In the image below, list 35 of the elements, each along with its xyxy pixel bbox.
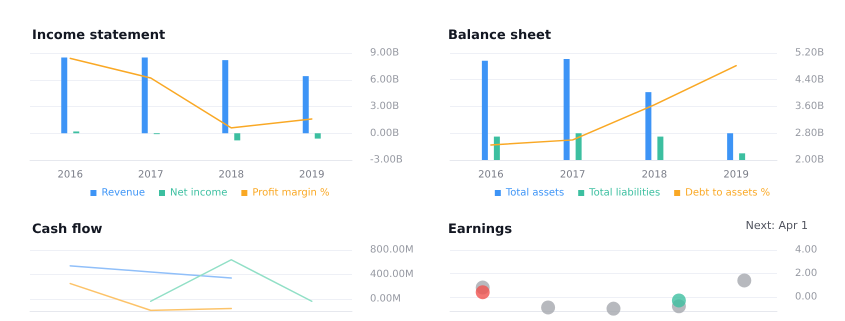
legend-label: Profit margin % (252, 188, 330, 198)
y-tick-label: 2.00B (795, 154, 824, 166)
y-tick-label: 4.40B (795, 74, 824, 86)
y-tick-label: 3.60B (795, 101, 824, 112)
chart-title: Income statement (32, 28, 166, 43)
legend-label: Revenue (101, 188, 145, 198)
y-tick-label: 0.00B (370, 128, 400, 139)
y-tick-label: 2.80B (795, 128, 824, 139)
y-tick-label: 3.00B (370, 101, 400, 112)
chart-title: Balance sheet (448, 28, 552, 43)
legend-label: Debt to assets % (685, 188, 770, 198)
x-tick-label: 2017 (138, 170, 164, 180)
x-tick-label: 2016 (58, 170, 83, 180)
legend-label: Total assets (504, 188, 564, 198)
y-tick-label: 800.00M (370, 244, 414, 256)
y-tick-label: 0.00M (370, 293, 401, 304)
x-tick-label: 2018 (642, 170, 668, 180)
y-tick-label: 2.00 (795, 268, 818, 279)
chart-title: Earnings (448, 222, 512, 237)
x-tick-label: 2019 (299, 170, 324, 180)
y-tick-label: 6.00B (370, 74, 400, 86)
x-tick-label: 2019 (723, 170, 749, 180)
y-tick-label: 0.00 (795, 291, 818, 302)
text: Next: Apr 1 (746, 219, 808, 232)
y-tick-label: -3.00B (370, 154, 403, 166)
y-tick-label: 9.00B (370, 48, 400, 58)
legend-label: Net income (170, 188, 228, 198)
y-tick-label: 5.20B (795, 48, 824, 58)
y-tick-label: 4.00 (795, 244, 818, 256)
y-tick-label: 400.00M (370, 268, 414, 280)
x-tick-label: 2016 (478, 170, 504, 180)
chart-title: Cash flow (32, 222, 102, 237)
legend-label: Total liabilities (588, 188, 660, 198)
x-tick-label: 2017 (560, 170, 586, 180)
x-tick-label: 2018 (218, 170, 244, 180)
